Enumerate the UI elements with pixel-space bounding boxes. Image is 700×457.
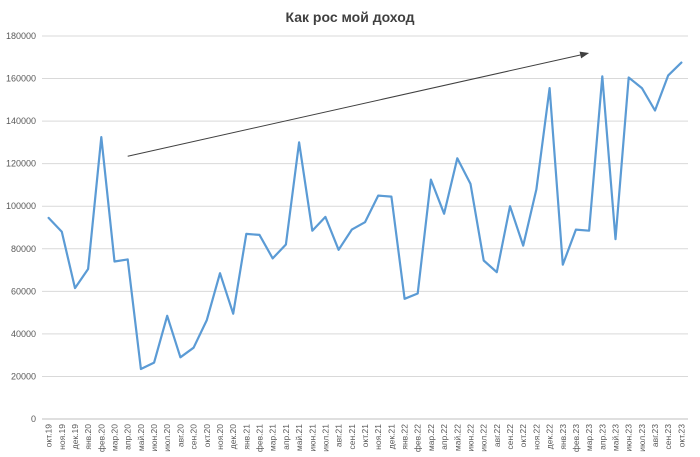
x-tick-label: окт.23 bbox=[676, 424, 686, 448]
series-line bbox=[47, 61, 683, 371]
x-tick-label: июл.23 bbox=[637, 424, 647, 452]
y-tick-label: 20000 bbox=[11, 371, 36, 381]
x-tick-label: окт.20 bbox=[202, 424, 212, 448]
y-tick-label: 60000 bbox=[11, 286, 36, 296]
x-tick-label: янв.20 bbox=[83, 424, 93, 450]
x-tick-label: сен.23 bbox=[663, 424, 673, 450]
y-tick-label: 180000 bbox=[6, 31, 36, 41]
x-tick-label: янв.22 bbox=[400, 424, 410, 450]
x-tick-label: июл.22 bbox=[479, 424, 489, 452]
x-tick-label: мар.21 bbox=[268, 424, 278, 451]
x-tick-label: авг.22 bbox=[492, 424, 502, 447]
x-tick-label: фев.21 bbox=[255, 424, 265, 452]
x-tick-label: июл.21 bbox=[320, 424, 330, 452]
x-tick-label: дек.22 bbox=[545, 424, 555, 449]
x-tick-label: сен.20 bbox=[189, 424, 199, 450]
x-tick-label: дек.21 bbox=[386, 424, 396, 449]
x-tick-label: янв.21 bbox=[241, 424, 251, 450]
x-tick-label: авг.20 bbox=[175, 424, 185, 447]
x-tick-label: фев.22 bbox=[413, 424, 423, 452]
x-tick-label: янв.23 bbox=[558, 424, 568, 450]
x-tick-label: окт.21 bbox=[360, 424, 370, 448]
x-tick-label: июн.20 bbox=[149, 424, 159, 452]
y-tick-label: 100000 bbox=[6, 201, 36, 211]
chart-title: Как рос мой доход bbox=[285, 9, 415, 25]
x-tick-label: мар.23 bbox=[584, 424, 594, 451]
x-tick-label: июл.20 bbox=[162, 424, 172, 452]
y-tick-label: 80000 bbox=[11, 244, 36, 254]
y-tick-label: 160000 bbox=[6, 74, 36, 84]
x-tick-label: дек.20 bbox=[228, 424, 238, 449]
x-tick-label: дек.19 bbox=[70, 424, 80, 449]
trend-arrow-line bbox=[127, 54, 581, 157]
x-tick-label: апр.22 bbox=[439, 424, 449, 450]
x-tick-label: фев.23 bbox=[571, 424, 581, 452]
x-tick-label: май.21 bbox=[294, 424, 304, 451]
x-tick-label: июн.21 bbox=[307, 424, 317, 452]
x-tick-label: июн.22 bbox=[465, 424, 475, 452]
x-tick-label: авг.23 bbox=[650, 424, 660, 447]
x-tick-label: апр.21 bbox=[281, 424, 291, 450]
y-tick-label: 0 bbox=[31, 414, 36, 424]
x-tick-label: май.20 bbox=[136, 424, 146, 451]
x-tick-label: май.22 bbox=[452, 424, 462, 451]
x-tick-label: апр.23 bbox=[597, 424, 607, 450]
x-tick-label: мар.20 bbox=[110, 424, 120, 451]
y-tick-label: 140000 bbox=[6, 116, 36, 126]
y-tick-label: 120000 bbox=[6, 159, 36, 169]
y-tick-label: 40000 bbox=[11, 329, 36, 339]
x-tick-label: сен.21 bbox=[347, 424, 357, 450]
x-tick-label: апр.20 bbox=[123, 424, 133, 450]
trend-arrow-head bbox=[579, 51, 590, 59]
x-tick-label: ноя.21 bbox=[373, 424, 383, 450]
x-tick-label: окт.19 bbox=[44, 424, 54, 448]
x-tick-label: фев.20 bbox=[96, 424, 106, 452]
x-tick-label: ноя.20 bbox=[215, 424, 225, 450]
x-tick-label: ноя.22 bbox=[531, 424, 541, 450]
x-tick-label: сен.22 bbox=[505, 424, 515, 450]
x-tick-label: май.23 bbox=[610, 424, 620, 451]
x-tick-label: июн.23 bbox=[624, 424, 634, 452]
x-tick-label: мар.22 bbox=[426, 424, 436, 451]
x-tick-label: авг.21 bbox=[334, 424, 344, 447]
x-tick-label: окт.22 bbox=[518, 424, 528, 448]
x-tick-label: ноя.19 bbox=[57, 424, 67, 450]
